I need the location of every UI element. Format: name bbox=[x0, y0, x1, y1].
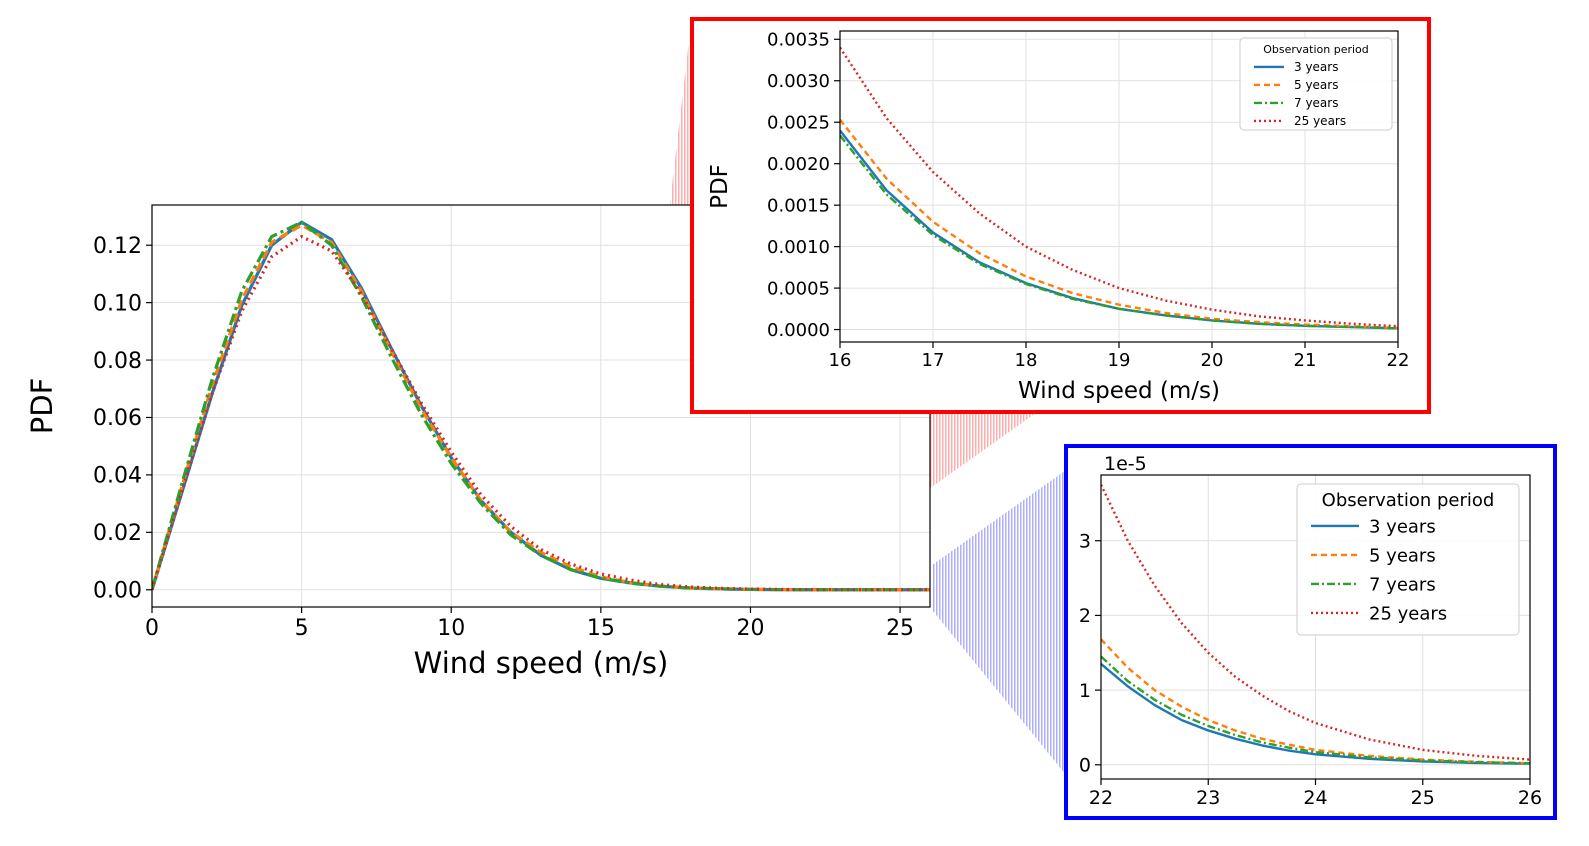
legend-entry: 25 years bbox=[1369, 603, 1447, 624]
zoom-inset-16-22: 16 17 18 19 20 21 22 0.0000 0.0005 0.0010 0.0015 0.… bbox=[690, 17, 1431, 414]
series-line-25-years bbox=[840, 46, 1398, 328]
legend-entry: 3 years bbox=[1369, 516, 1436, 537]
x-tick-label: 23 bbox=[1196, 787, 1220, 809]
y-tick-label: 0.0025 bbox=[767, 113, 830, 134]
y-tick-label: 0.0030 bbox=[767, 71, 830, 92]
legend-entry: 7 years bbox=[1294, 96, 1338, 110]
y-tick-label: 2 bbox=[1079, 605, 1091, 627]
x-tick-label: 16 bbox=[829, 350, 852, 371]
y-axis-label: PDF bbox=[25, 378, 59, 435]
legend-entry: 7 years bbox=[1369, 574, 1436, 595]
x-tick-label: 15 bbox=[587, 616, 615, 641]
x-tick-label: 22 bbox=[1089, 787, 1113, 809]
legend: Observation period 3 years 5 years 7 years 2… bbox=[1239, 37, 1393, 131]
legend: Observation period 3 years 5 years 7 years 2… bbox=[1296, 483, 1520, 636]
series-line-5-years bbox=[840, 118, 1398, 330]
x-tick-label: 0 bbox=[145, 616, 159, 641]
series-group bbox=[152, 220, 930, 592]
y-tick-label: 0.0005 bbox=[767, 278, 830, 299]
legend-entry: 25 years bbox=[1294, 114, 1346, 128]
x-tick-label: 20 bbox=[736, 616, 764, 641]
y-tick-label: 0.02 bbox=[93, 521, 142, 546]
x-tick-label: 21 bbox=[1294, 350, 1317, 371]
axis-offset-label: 1e-5 bbox=[1104, 453, 1147, 475]
series-group bbox=[840, 46, 1398, 330]
y-tick-label: 0.04 bbox=[93, 464, 142, 489]
legend-title: Observation period bbox=[1322, 490, 1495, 511]
x-tick-label: 25 bbox=[1411, 787, 1435, 809]
y-tick-label: 0.0035 bbox=[767, 30, 830, 51]
legend-title: Observation period bbox=[1263, 43, 1369, 56]
legend-entry: 5 years bbox=[1369, 545, 1436, 566]
x-tick-label: 26 bbox=[1518, 787, 1542, 809]
y-tick-label: 1 bbox=[1079, 680, 1091, 702]
y-tick-label: 0.08 bbox=[93, 349, 142, 374]
y-tick-label: 0.06 bbox=[93, 406, 142, 431]
series-group bbox=[1101, 484, 1530, 765]
x-tick-label: 25 bbox=[886, 616, 914, 641]
x-tick-label: 18 bbox=[1015, 350, 1038, 371]
x-tick-label: 22 bbox=[1387, 350, 1410, 371]
y-tick-label: 0 bbox=[1079, 754, 1091, 776]
x-tick-label: 19 bbox=[1108, 350, 1131, 371]
series-line-7-years bbox=[840, 134, 1398, 330]
y-tick-label: 0.0000 bbox=[767, 320, 830, 341]
y-axis-label: PDF bbox=[707, 164, 733, 209]
series-line-25-years bbox=[1101, 484, 1530, 761]
y-tick-label: 0.0015 bbox=[767, 195, 830, 216]
x-tick-label: 17 bbox=[922, 350, 945, 371]
series-line-7-years bbox=[1101, 655, 1530, 765]
legend-box bbox=[1239, 37, 1393, 131]
y-tick-label: 0.12 bbox=[93, 234, 142, 259]
legend-entry: 5 years bbox=[1294, 78, 1338, 92]
y-tick-label: 0.0020 bbox=[767, 154, 830, 175]
y-tick-label: 0.0010 bbox=[767, 237, 830, 258]
legend-box bbox=[1296, 483, 1520, 636]
x-axis-label: Wind speed (m/s) bbox=[1018, 378, 1220, 404]
x-tick-label: 24 bbox=[1303, 787, 1327, 809]
legend-entry: 3 years bbox=[1294, 60, 1338, 74]
x-tick-label: 10 bbox=[437, 616, 465, 641]
series-line-25-years bbox=[152, 234, 930, 592]
zoom-connector-blue bbox=[932, 470, 1066, 775]
x-tick-label: 5 bbox=[295, 616, 309, 641]
x-tick-label: 20 bbox=[1201, 350, 1224, 371]
y-tick-label: 0.10 bbox=[93, 291, 142, 316]
y-tick-label: 3 bbox=[1079, 530, 1091, 552]
x-axis-label: Wind speed (m/s) bbox=[414, 646, 669, 680]
y-tick-label: 0.00 bbox=[93, 578, 142, 603]
